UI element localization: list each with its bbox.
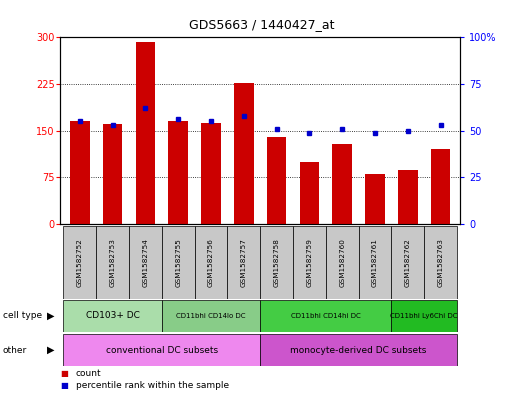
Text: GSM1582759: GSM1582759	[306, 238, 312, 287]
Text: GSM1582752: GSM1582752	[77, 238, 83, 287]
Bar	[70, 121, 89, 224]
Bar	[365, 174, 385, 224]
Bar	[168, 121, 188, 224]
Bar	[293, 226, 326, 299]
Text: conventional DC subsets: conventional DC subsets	[106, 346, 218, 354]
Text: count: count	[76, 369, 101, 378]
Bar	[359, 226, 391, 299]
Bar	[260, 300, 391, 332]
Text: ■: ■	[60, 381, 68, 389]
Bar	[162, 300, 260, 332]
Bar	[63, 226, 96, 299]
Text: GSM1582757: GSM1582757	[241, 238, 247, 287]
Bar	[96, 226, 129, 299]
Text: cell type: cell type	[3, 312, 42, 320]
Bar	[201, 123, 221, 224]
Bar	[267, 137, 287, 224]
Text: percentile rank within the sample: percentile rank within the sample	[76, 381, 229, 389]
Bar	[228, 226, 260, 299]
Bar	[129, 226, 162, 299]
Bar	[391, 300, 457, 332]
Text: monocyte-derived DC subsets: monocyte-derived DC subsets	[290, 346, 427, 354]
Text: CD103+ DC: CD103+ DC	[86, 312, 140, 320]
Bar	[300, 162, 319, 224]
Bar	[431, 149, 450, 224]
Text: GSM1582758: GSM1582758	[274, 238, 280, 287]
Bar	[326, 226, 359, 299]
Text: ■: ■	[60, 369, 68, 378]
Text: GSM1582755: GSM1582755	[175, 238, 181, 287]
Text: GSM1582754: GSM1582754	[142, 238, 149, 287]
Bar	[260, 334, 457, 366]
Bar	[391, 226, 424, 299]
Text: GSM1582756: GSM1582756	[208, 238, 214, 287]
Bar	[398, 170, 417, 224]
Text: GSM1582761: GSM1582761	[372, 238, 378, 287]
Text: other: other	[3, 346, 27, 354]
Text: CD11bhi CD14lo DC: CD11bhi CD14lo DC	[176, 313, 246, 319]
Bar	[103, 125, 122, 224]
Bar	[260, 226, 293, 299]
Bar	[332, 144, 352, 224]
Bar	[162, 226, 195, 299]
Text: GSM1582763: GSM1582763	[438, 238, 444, 287]
Text: ▶: ▶	[48, 311, 55, 321]
Bar	[135, 42, 155, 224]
Text: GSM1582753: GSM1582753	[110, 238, 116, 287]
Bar	[195, 226, 228, 299]
Bar	[424, 226, 457, 299]
Text: GSM1582762: GSM1582762	[405, 238, 411, 287]
Text: CD11bhi CD14hi DC: CD11bhi CD14hi DC	[291, 313, 361, 319]
Bar	[63, 300, 162, 332]
Bar	[63, 334, 260, 366]
Text: ▶: ▶	[48, 345, 55, 355]
Bar	[234, 83, 254, 224]
Text: GSM1582760: GSM1582760	[339, 238, 345, 287]
Text: CD11bhi Ly6Chi DC: CD11bhi Ly6Chi DC	[390, 313, 458, 319]
Text: GDS5663 / 1440427_at: GDS5663 / 1440427_at	[189, 18, 334, 31]
